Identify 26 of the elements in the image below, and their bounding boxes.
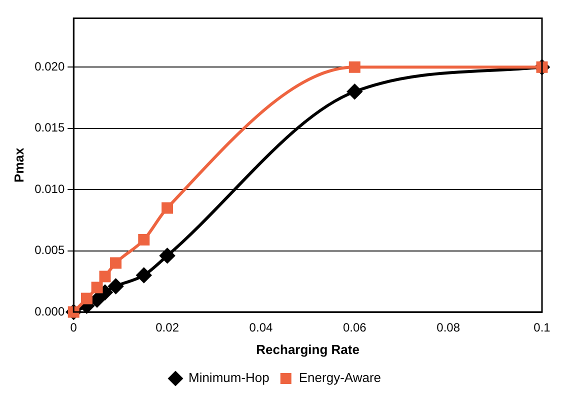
point [160,248,175,264]
y-tick-label: 0.020 [34,59,65,74]
point [108,278,124,294]
x-tick-label: 0 [70,320,78,335]
y-axis-title: Pmax [11,146,26,182]
y-tick-label: 0.015 [34,120,65,135]
point [91,282,103,294]
point [81,292,92,304]
legend-label: Minimum-Hop [188,370,270,386]
point [110,257,122,269]
legend-label: Energy-Aware [298,370,382,386]
point [348,61,360,73]
y-tick-label: 0.000 [34,304,65,318]
x-tick-label: 0.02 [156,320,180,335]
point [138,234,150,246]
point [99,270,111,282]
point [162,202,174,214]
point [136,268,152,283]
x-tick-label: 0.1 [534,320,551,335]
x-tick-label: 0.06 [342,320,367,335]
x-tick-label: 0.08 [436,320,460,335]
x-axis-title: Recharging Rate [256,342,360,357]
y-tick-label: 0.005 [34,243,65,258]
y-tick-label: 0.010 [34,182,65,196]
x-tick-label: 0.04 [249,320,273,335]
point [347,84,362,100]
